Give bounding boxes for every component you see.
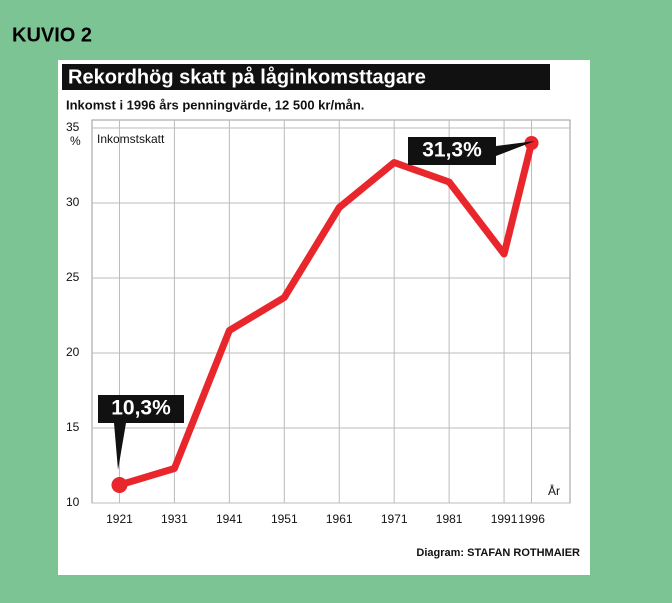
x-tick-label: 1981: [436, 512, 463, 526]
data-line: [118, 142, 535, 489]
x-tick-label: 1991: [491, 512, 518, 526]
start-point: [111, 477, 128, 493]
x-tick-label: 1951: [271, 512, 298, 526]
y-tick-label: 30: [66, 195, 80, 209]
y-axis-label: Inkomstskatt: [97, 132, 165, 146]
x-tick-label: 1961: [326, 512, 353, 526]
y-tick-label: 20: [66, 345, 80, 359]
y-tick-label: 25: [66, 270, 80, 284]
end-point: [524, 136, 539, 150]
annotation: 31,3%: [422, 139, 482, 162]
title-bar: [62, 64, 550, 90]
y-tick-label: 10: [66, 495, 80, 509]
y-tick-label: 15: [66, 420, 80, 434]
chart-subtitle: Inkomst i 1996 års penningvärde, 12 500 …: [66, 97, 364, 112]
annotation-pointer: [496, 141, 535, 156]
x-axis-label: År: [548, 483, 560, 498]
figure-label: KUVIO 2: [12, 24, 92, 46]
x-tick-label: 1971: [381, 512, 408, 526]
credit: Diagram: STAFAN ROTHMAIER: [416, 547, 580, 559]
x-tick-label: 1996: [518, 512, 545, 526]
annotation-pointer: [114, 423, 126, 470]
y-tick-label: 35: [66, 120, 80, 134]
annotation-box: [408, 137, 496, 165]
x-tick-label: 1921: [106, 512, 133, 526]
annotation: 10,3%: [111, 397, 171, 420]
x-tick-label: 1941: [216, 512, 243, 526]
chart-title: Rekordhög skatt på låginkomsttagare: [68, 65, 426, 88]
x-tick-label: 1931: [161, 512, 188, 526]
annotation-box: [98, 395, 184, 423]
y-unit: %: [70, 134, 81, 148]
